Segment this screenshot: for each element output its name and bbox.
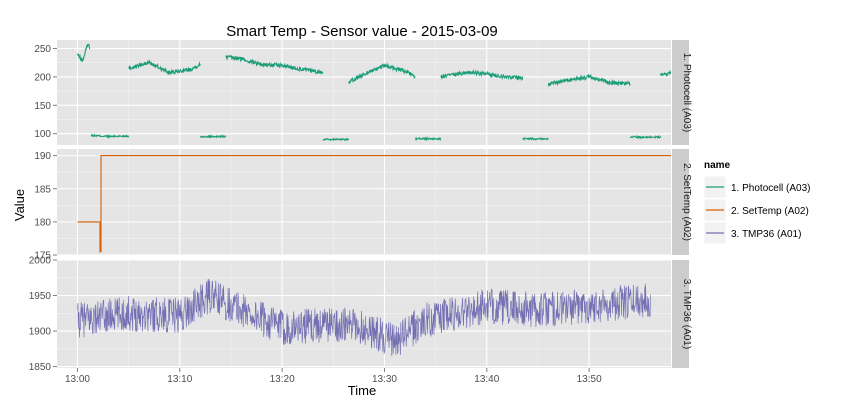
series-line bbox=[77, 155, 671, 253]
panel-background bbox=[57, 149, 671, 255]
x-tick-label: 13:20 bbox=[270, 374, 295, 385]
series-line bbox=[660, 69, 671, 77]
y-tick-label: 1900 bbox=[29, 327, 52, 338]
y-tick-label: 200 bbox=[34, 72, 51, 83]
legend-title: name bbox=[704, 160, 731, 171]
x-tick-label: 13:30 bbox=[372, 374, 397, 385]
legend: name 1. Photocell (A03) 2. SetTemp (A02) 3.… bbox=[703, 160, 811, 245]
facet-strip bbox=[672, 40, 689, 145]
series-line bbox=[128, 59, 201, 75]
series-line bbox=[77, 278, 651, 357]
y-tick-label: 2000 bbox=[29, 256, 52, 267]
series-line bbox=[547, 73, 631, 87]
series-line bbox=[629, 134, 662, 140]
y-tick-label: 180 bbox=[34, 217, 51, 228]
series-line bbox=[440, 69, 524, 82]
y-tick-label: 250 bbox=[34, 44, 51, 55]
series-line bbox=[348, 62, 416, 85]
legend-label: 2. SetTemp (A02) bbox=[731, 206, 809, 217]
facet-strip-label: 3. TMP36 (A01) bbox=[681, 279, 692, 349]
facet-panel: 100 150 200 250 1. Photocell (A03) bbox=[34, 40, 692, 145]
facet-strip-label: 1. Photocell (A03) bbox=[681, 53, 692, 133]
legend-label: 3. TMP36 (A01) bbox=[731, 229, 801, 240]
series-line bbox=[200, 134, 227, 139]
y-tick-label: 1850 bbox=[29, 362, 52, 373]
facet-panel: 1850 1900 1950 2000 3. TMP36 (A01) bbox=[29, 256, 692, 374]
series-line bbox=[225, 54, 324, 75]
x-axis: 13:00 13:10 13:20 13:30 13:40 13:50 bbox=[65, 368, 602, 385]
facet-strip-label: 2. SetTemp (A02) bbox=[681, 163, 692, 241]
panel-background bbox=[57, 40, 671, 145]
facet-strip bbox=[672, 260, 689, 368]
series-line bbox=[414, 135, 442, 142]
series-line bbox=[522, 136, 549, 141]
series-line bbox=[76, 42, 91, 63]
series-line bbox=[322, 137, 350, 142]
y-axis-title: Value bbox=[12, 189, 27, 221]
facet-strip bbox=[672, 149, 689, 255]
y-tick-label: 150 bbox=[34, 101, 51, 112]
y-tick-label: 1950 bbox=[29, 291, 52, 302]
y-tick-label: 190 bbox=[34, 151, 51, 162]
series-line bbox=[90, 133, 130, 139]
x-tick-label: 13:40 bbox=[474, 374, 499, 385]
y-tick-label: 100 bbox=[34, 129, 51, 140]
x-axis-title: Time bbox=[348, 383, 376, 398]
facet-panel: 175 180 185 190 2. SetTemp (A02) bbox=[34, 149, 692, 262]
chart-title: Smart Temp - Sensor value - 2015-03-09 bbox=[226, 23, 498, 40]
x-tick-label: 13:10 bbox=[167, 374, 192, 385]
x-tick-label: 13:50 bbox=[577, 374, 602, 385]
x-tick-label: 13:00 bbox=[65, 374, 90, 385]
legend-label: 1. Photocell (A03) bbox=[731, 183, 811, 194]
y-tick-label: 175 bbox=[34, 251, 51, 262]
y-tick-label: 185 bbox=[34, 184, 51, 195]
